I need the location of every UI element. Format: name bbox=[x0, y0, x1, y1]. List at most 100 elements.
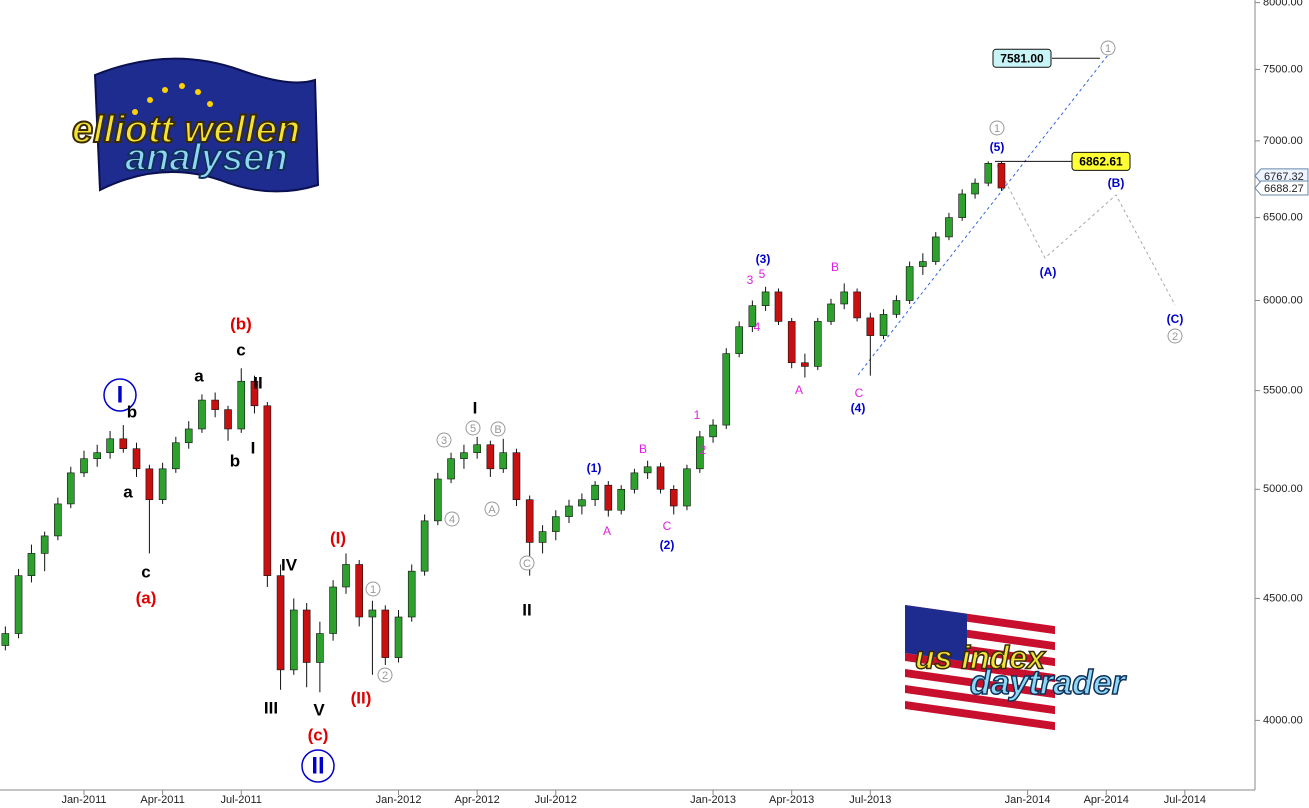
wave-label: V bbox=[313, 700, 325, 719]
candle-body bbox=[381, 609, 390, 658]
wave-circle bbox=[377, 667, 393, 683]
candle-body bbox=[158, 468, 167, 501]
wave-circle bbox=[989, 120, 1005, 136]
candle-body bbox=[80, 458, 88, 474]
target-box bbox=[992, 48, 1052, 68]
candle-body bbox=[512, 452, 521, 501]
candle-body bbox=[591, 484, 599, 501]
candle-body bbox=[106, 438, 114, 453]
wave-label: 5 bbox=[759, 267, 766, 281]
y-tick-label: 5000.00 bbox=[1263, 483, 1303, 495]
x-tick-label: Jul-2013 bbox=[849, 794, 891, 806]
candle-body bbox=[224, 409, 232, 430]
x-tick-label: Jul-2014 bbox=[1164, 794, 1206, 806]
candle-body bbox=[853, 291, 861, 319]
wave-label: (2) bbox=[660, 538, 675, 552]
x-tick-label: Jul-2012 bbox=[535, 794, 577, 806]
candle-body bbox=[14, 575, 23, 634]
wave-label: B bbox=[639, 442, 647, 456]
wave-circle bbox=[103, 378, 137, 412]
candle-body bbox=[538, 531, 547, 543]
logo-text: us index bbox=[915, 639, 1046, 675]
candle-body bbox=[316, 633, 324, 663]
projection-line bbox=[857, 54, 1109, 376]
target-box bbox=[1071, 151, 1131, 171]
wave-circle bbox=[1100, 40, 1116, 56]
wave-label: 3 bbox=[441, 435, 447, 447]
wave-label: b bbox=[230, 451, 240, 470]
candle-body bbox=[617, 489, 626, 511]
wave-label: a bbox=[194, 366, 204, 385]
candle-body bbox=[145, 468, 154, 501]
x-tick-label: Apr-2014 bbox=[1084, 794, 1129, 806]
candle-body bbox=[184, 428, 193, 444]
candle-body bbox=[329, 586, 337, 634]
target-label: 6862.61 bbox=[1079, 155, 1123, 169]
candle-body bbox=[919, 261, 927, 267]
wave-label: II bbox=[311, 752, 324, 779]
wave-label: I bbox=[251, 438, 256, 457]
wave-label: (C) bbox=[1167, 312, 1184, 326]
wave-label: B bbox=[831, 260, 839, 274]
wave-circle bbox=[436, 432, 452, 448]
wave-label: C bbox=[663, 519, 672, 533]
candle-body bbox=[866, 317, 875, 336]
candle-body bbox=[892, 300, 901, 315]
price-label: 6767.32 bbox=[1264, 171, 1304, 183]
wave-label: B bbox=[494, 424, 501, 436]
candle-body bbox=[565, 505, 573, 517]
wave-label: 2 bbox=[1172, 331, 1178, 343]
eu-stars bbox=[132, 83, 213, 115]
candle-body bbox=[1, 633, 10, 646]
y-tick-label: 4500.00 bbox=[1263, 592, 1303, 604]
candle-body bbox=[276, 575, 285, 671]
wave-label: A bbox=[488, 504, 496, 516]
candle-body bbox=[302, 609, 311, 663]
candle-body bbox=[394, 616, 403, 658]
candle-body bbox=[27, 553, 36, 576]
wave-circle bbox=[484, 501, 500, 517]
wave-label: 1 bbox=[1105, 43, 1111, 55]
wave-label: (3) bbox=[756, 252, 771, 266]
wave-label: 4 bbox=[754, 320, 761, 334]
wave-label: c bbox=[236, 340, 245, 359]
wave-label: I bbox=[473, 398, 478, 417]
eu-flag bbox=[93, 57, 320, 193]
wave-label: A bbox=[795, 383, 803, 397]
candle-body bbox=[263, 405, 272, 576]
projection-path bbox=[996, 164, 1176, 306]
price-tag bbox=[1254, 180, 1309, 196]
wave-label: 1 bbox=[994, 123, 1000, 135]
logo-text: daytrader bbox=[970, 664, 1127, 702]
y-tick-label: 5500.00 bbox=[1263, 385, 1303, 397]
candle-body bbox=[709, 424, 717, 438]
wave-label: (b) bbox=[230, 314, 252, 333]
wave-circle bbox=[444, 511, 460, 527]
wave-label: 5 bbox=[470, 423, 476, 435]
candle-body bbox=[774, 291, 783, 322]
logo-us: us index daytrader bbox=[905, 605, 1127, 732]
candle-body bbox=[931, 236, 940, 262]
candle-body bbox=[761, 291, 770, 306]
wave-label: (I) bbox=[330, 528, 346, 547]
candle-body bbox=[473, 444, 481, 453]
candle-body bbox=[735, 326, 743, 354]
x-tick-label: Apr-2012 bbox=[455, 794, 500, 806]
y-tick-label: 6000.00 bbox=[1263, 294, 1303, 306]
wave-label: 4 bbox=[449, 514, 455, 526]
candle-body bbox=[525, 499, 534, 543]
wave-circle bbox=[365, 581, 381, 597]
wave-label: (5) bbox=[990, 140, 1005, 154]
y-tick-label: 7000.00 bbox=[1263, 135, 1303, 147]
candle-body bbox=[669, 489, 678, 507]
candle-body bbox=[434, 478, 442, 522]
candle-body bbox=[289, 609, 298, 671]
wave-circle bbox=[519, 555, 535, 571]
x-tick-label: Jan-2014 bbox=[1005, 794, 1051, 806]
candle-body bbox=[54, 503, 62, 537]
wave-label: (a) bbox=[136, 588, 157, 607]
y-tick-label: 7500.00 bbox=[1263, 63, 1303, 75]
candle-body bbox=[198, 399, 206, 430]
candle-body bbox=[66, 472, 75, 505]
